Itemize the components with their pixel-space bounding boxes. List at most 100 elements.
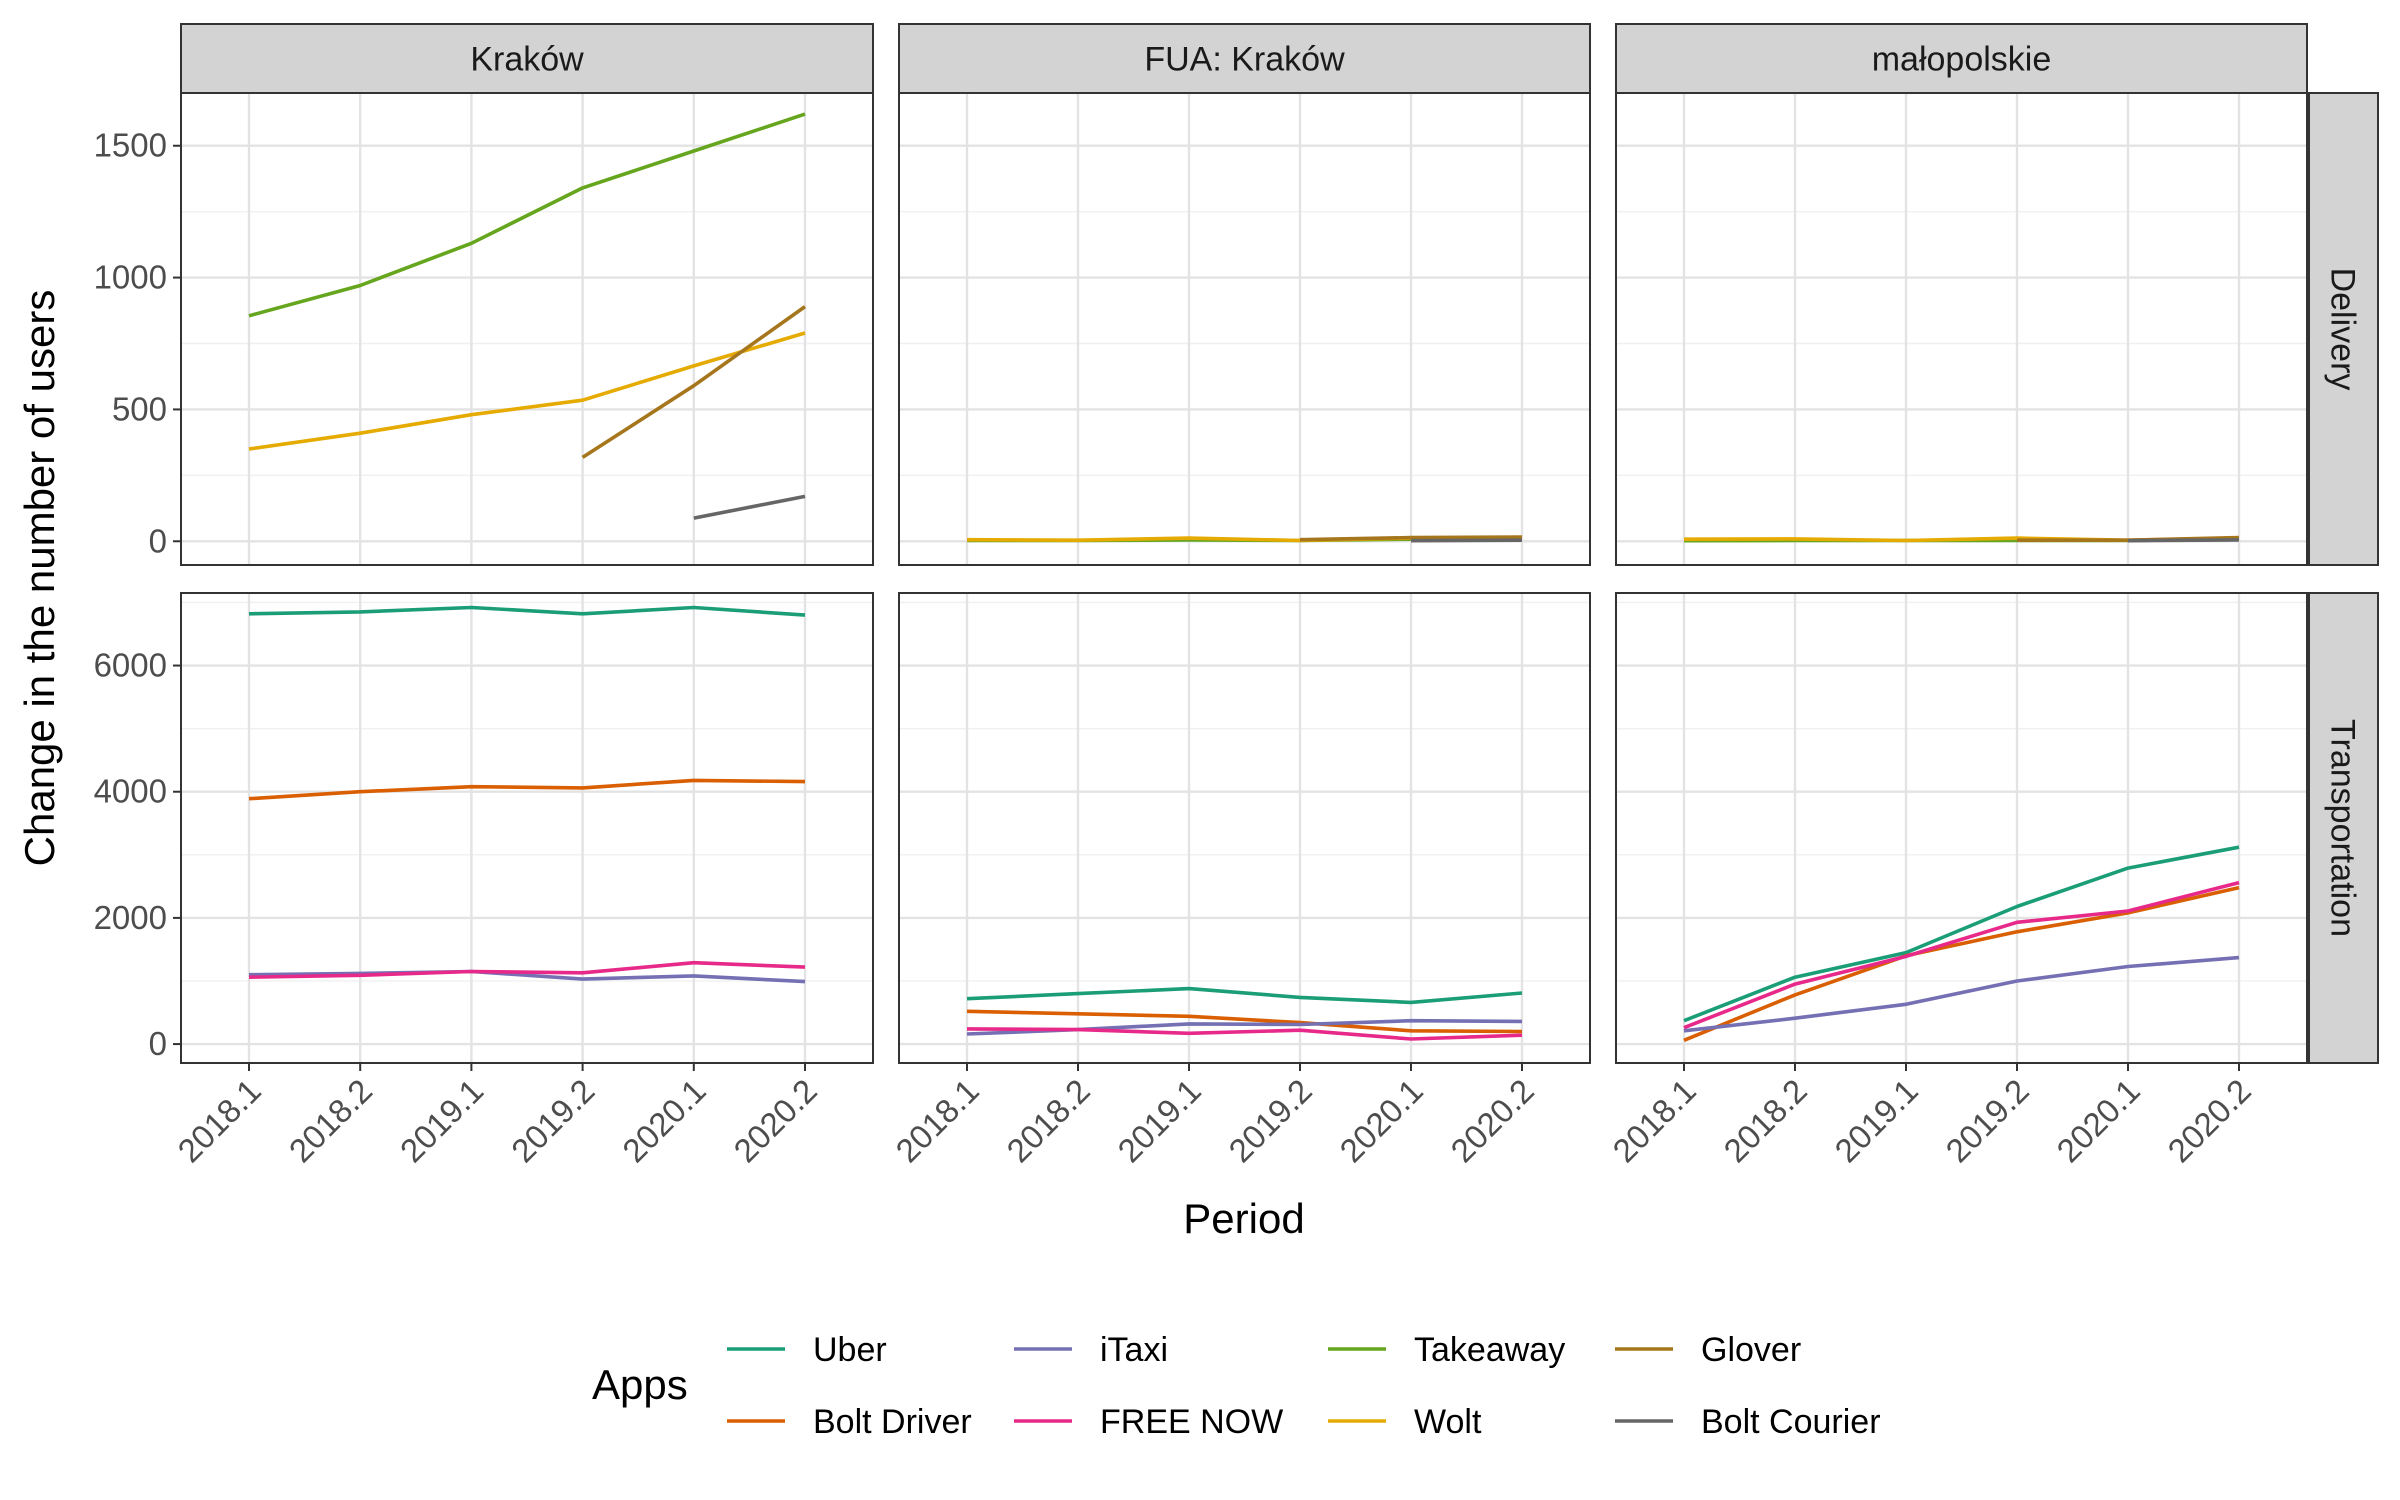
x-tick-label: 2020.2 bbox=[726, 1072, 824, 1170]
strip-fua-krakow: FUA: Kraków bbox=[898, 23, 1591, 94]
series-line-bolt-driver bbox=[248, 778, 806, 801]
series-line-free-now bbox=[1683, 880, 2240, 1030]
legend: Apps Uber Bolt Driver iTaxi FREE NOW Takeawa… bbox=[592, 1331, 1881, 1441]
x-tick-label: 2020.2 bbox=[2160, 1072, 2258, 1170]
strip-ma-opolskie: małopolskie bbox=[1615, 23, 2308, 94]
x-tick-label: 2018.1 bbox=[888, 1072, 986, 1170]
x-tick-label: 2018.2 bbox=[1716, 1072, 1814, 1170]
legend-label: Uber bbox=[813, 1331, 887, 1369]
series-line-bolt-driver bbox=[966, 1009, 1523, 1034]
legend-items: Uber Bolt Driver iTaxi FREE NOW Takeaway Wolt… bbox=[727, 1331, 1881, 1441]
panel-background bbox=[1616, 593, 2307, 1063]
panel-border bbox=[898, 592, 1591, 1064]
y-tick-label: 0 bbox=[149, 522, 167, 559]
strip-background bbox=[898, 23, 1591, 94]
legend-label: Glover bbox=[1701, 1331, 1801, 1369]
strip-background bbox=[1615, 23, 2308, 94]
series-line-uber bbox=[966, 986, 1523, 1005]
y-tick-label: 1500 bbox=[94, 127, 167, 164]
facet-column-strips: Kraków FUA: Kraków małopolskie bbox=[180, 23, 2308, 94]
y-axis-delivery: 0 500 1000 1500 bbox=[94, 127, 181, 559]
strip-label: Transportation bbox=[2324, 719, 2362, 937]
series-line-itaxi bbox=[248, 969, 806, 984]
strip-label: małopolskie bbox=[1872, 41, 2052, 79]
legend-label: iTaxi bbox=[1100, 1331, 1168, 1369]
strip-background bbox=[2308, 92, 2379, 566]
legend-item-takeaway: Takeaway bbox=[1328, 1331, 1565, 1369]
x-axes: 2018.1 2018.2 2019.1 2019.2 2020.1 2020.2 2018… bbox=[170, 1063, 2258, 1169]
panel-transportation-fua-krakow bbox=[898, 592, 1591, 1064]
y-tick-label: 2000 bbox=[94, 899, 167, 936]
x-tick-label: 2020.2 bbox=[1443, 1072, 1541, 1170]
series-line-bolt-courier bbox=[2127, 538, 2240, 543]
series-line-free-now bbox=[966, 1027, 1523, 1041]
legend-item-bolt-courier: Bolt Courier bbox=[1615, 1403, 1881, 1441]
panel-transportation-krakow bbox=[180, 592, 874, 1064]
panel-border bbox=[1615, 592, 2308, 1064]
series-line-uber bbox=[248, 605, 806, 617]
strip-transportation: Transportation bbox=[2308, 592, 2379, 1064]
legend-item-glover: Glover bbox=[1615, 1331, 1801, 1369]
strip-label: Delivery bbox=[2324, 268, 2362, 391]
strip-label: FUA: Kraków bbox=[1144, 41, 1345, 79]
x-tick-label: 2020.1 bbox=[615, 1072, 713, 1170]
x-axis-fua-krakow: 2018.1 2018.2 2019.1 2019.2 2020.1 2020.2 bbox=[888, 1063, 1541, 1169]
y-axis-transportation: 0 2000 4000 6000 bbox=[94, 647, 181, 1062]
panel-background bbox=[181, 93, 873, 565]
panel-background bbox=[899, 93, 1590, 565]
panel-delivery-fua-krakow bbox=[898, 92, 1591, 566]
legend-item-bolt-driver: Bolt Driver bbox=[727, 1403, 972, 1441]
legend-item-wolt: Wolt bbox=[1328, 1403, 1482, 1441]
x-tick-label: 2019.1 bbox=[1110, 1072, 1208, 1170]
facet-panels bbox=[180, 92, 2308, 1064]
x-axis-title: Period bbox=[1183, 1195, 1304, 1242]
series-line-takeaway bbox=[248, 112, 806, 318]
legend-label: Takeaway bbox=[1414, 1331, 1565, 1369]
series-line-bolt-courier bbox=[693, 494, 806, 520]
series-line-glover bbox=[581, 305, 807, 459]
panel-transportation-ma-opolskie bbox=[1615, 592, 2308, 1064]
y-tick-label: 1000 bbox=[94, 259, 167, 296]
legend-item-itaxi: iTaxi bbox=[1014, 1331, 1168, 1369]
x-tick-label: 2018.1 bbox=[170, 1072, 268, 1170]
panel-delivery-ma-opolskie bbox=[1615, 92, 2308, 566]
legend-title: Apps bbox=[592, 1361, 688, 1408]
legend-label: Wolt bbox=[1414, 1403, 1482, 1441]
x-tick-label: 2019.1 bbox=[393, 1072, 491, 1170]
legend-label: Bolt Driver bbox=[813, 1403, 972, 1441]
x-tick-label: 2019.1 bbox=[1827, 1072, 1925, 1170]
strip-background bbox=[2308, 592, 2379, 1064]
y-axes: 0 500 1000 1500 0 2000 4000 6000 bbox=[94, 127, 181, 1062]
y-tick-label: 0 bbox=[149, 1025, 167, 1062]
strip-background bbox=[180, 23, 874, 94]
strip-krakow: Kraków bbox=[180, 23, 874, 94]
x-tick-label: 2018.1 bbox=[1605, 1072, 1703, 1170]
legend-label: Bolt Courier bbox=[1701, 1403, 1881, 1441]
panel-border bbox=[1615, 92, 2308, 566]
panel-border bbox=[898, 92, 1591, 566]
legend-item-free-now: FREE NOW bbox=[1014, 1403, 1283, 1441]
series-line-bolt-driver bbox=[1683, 885, 2240, 1042]
x-tick-label: 2018.2 bbox=[999, 1072, 1097, 1170]
x-tick-label: 2018.2 bbox=[282, 1072, 380, 1170]
panel-border bbox=[180, 92, 874, 566]
series-line-uber bbox=[1683, 845, 2240, 1023]
y-axis-title: Change in the number of users bbox=[16, 290, 63, 867]
panel-border bbox=[180, 592, 874, 1064]
x-tick-label: 2019.2 bbox=[1938, 1072, 2036, 1170]
strip-label: Kraków bbox=[470, 41, 584, 79]
x-tick-label: 2020.1 bbox=[1332, 1072, 1430, 1170]
series-line-wolt bbox=[248, 331, 806, 451]
legend-label: FREE NOW bbox=[1100, 1403, 1283, 1441]
panel-background bbox=[181, 593, 873, 1063]
x-tick-label: 2019.2 bbox=[504, 1072, 602, 1170]
x-axis-krakow: 2018.1 2018.2 2019.1 2019.2 2020.1 2020.2 bbox=[170, 1063, 824, 1169]
y-tick-label: 500 bbox=[112, 390, 167, 427]
series-line-free-now bbox=[248, 960, 806, 979]
x-axis-ma-opolskie: 2018.1 2018.2 2019.1 2019.2 2020.1 2020.2 bbox=[1605, 1063, 2258, 1169]
series-line-itaxi bbox=[1683, 955, 2240, 1033]
facet-row-strips: Delivery Transportation bbox=[2308, 92, 2379, 1064]
y-tick-label: 6000 bbox=[94, 647, 167, 684]
series-line-glover bbox=[1299, 535, 1523, 542]
